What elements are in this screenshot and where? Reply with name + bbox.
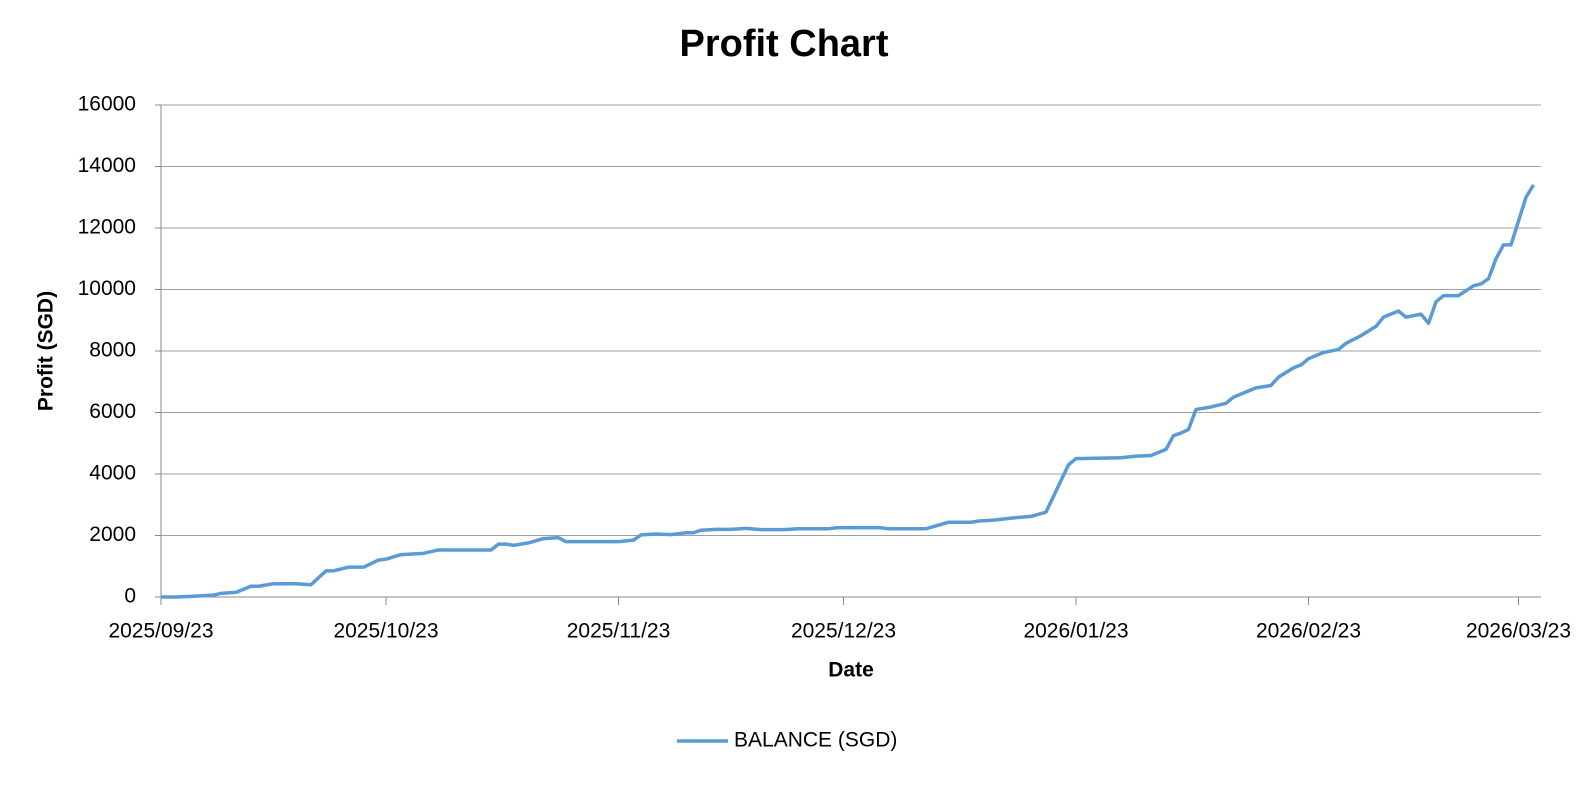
y-tick-label: 6000 [89, 400, 136, 423]
y-tick-label: 12000 [78, 216, 136, 239]
y-tick-label: 14000 [78, 154, 136, 177]
y-tick-label: 8000 [89, 339, 136, 362]
y-axis-title: Profit (SGD) [35, 291, 58, 411]
x-tick-label: 2025/09/23 [108, 620, 213, 643]
x-tick-label: 2025/11/23 [567, 620, 671, 643]
y-tick-label: 10000 [78, 277, 136, 300]
legend-label: BALANCE (SGD) [734, 729, 897, 752]
y-tick-label: 4000 [89, 462, 136, 485]
x-tick-label: 2026/03/23 [1466, 620, 1571, 643]
x-tick-label: 2025/10/23 [333, 620, 438, 643]
x-axis-title: Date [828, 659, 874, 682]
x-tick-label: 2025/12/23 [791, 620, 896, 643]
data-line [161, 184, 1535, 599]
y-tick-label: 16000 [78, 93, 136, 116]
x-tick-label: 2026/02/23 [1256, 620, 1361, 643]
x-tick-label: 2026/01/23 [1023, 620, 1128, 643]
y-tick-label: 0 [124, 585, 136, 608]
y-tick-label: 2000 [89, 523, 136, 546]
chart-title: Profit Chart [680, 23, 889, 65]
